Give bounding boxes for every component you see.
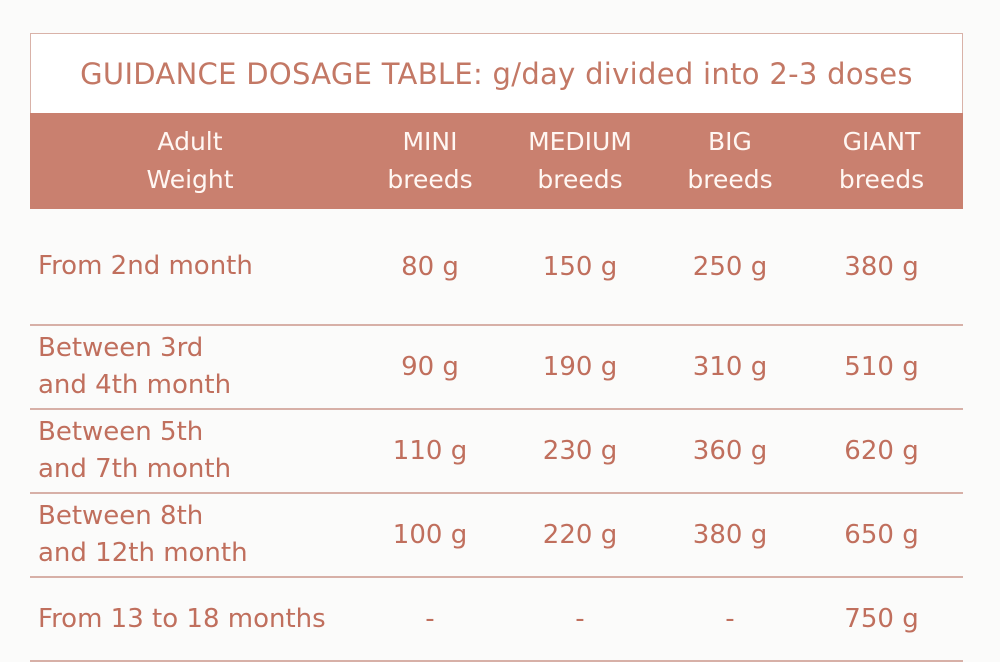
header-mini-breeds-label: MINI breeds <box>387 127 473 194</box>
table-header-row: Adult Weight MINI breeds MEDIUM breeds B… <box>30 113 963 209</box>
medium-value: - <box>575 604 585 634</box>
giant-value: 750 g <box>844 604 919 634</box>
giant-value: 620 g <box>844 436 919 466</box>
giant-value: 510 g <box>844 352 919 382</box>
header-giant-breeds: GIANT breeds <box>800 113 963 209</box>
header-adult-weight-label: Adult Weight <box>146 127 234 194</box>
header-medium-breeds: MEDIUM breeds <box>500 113 660 209</box>
row-label: Between 8th and 12th month <box>38 501 248 568</box>
mini-value: - <box>425 604 435 634</box>
header-mini-breeds: MINI breeds <box>360 113 500 209</box>
mini-value: 110 g <box>392 436 468 466</box>
table-title: GUIDANCE DOSAGE TABLE: g/day divided int… <box>30 33 963 114</box>
big-value: 250 g <box>692 251 768 282</box>
header-medium-breeds-label: MEDIUM breeds <box>528 127 632 194</box>
medium-value: 230 g <box>542 436 618 466</box>
mini-value: 90 g <box>401 352 459 382</box>
row-label: From 2nd month <box>38 251 253 281</box>
medium-value: 190 g <box>542 352 618 382</box>
medium-value: 220 g <box>542 520 618 550</box>
table-row: From 13 to 18 months - - - 750 g <box>30 578 963 662</box>
row-label: Between 5th and 7th month <box>38 417 232 484</box>
mini-value: 100 g <box>392 520 468 550</box>
big-value: - <box>725 604 735 634</box>
row-label: From 13 to 18 months <box>38 603 326 634</box>
big-value: 380 g <box>692 520 768 550</box>
header-big-breeds-label: BIG breeds <box>687 127 773 194</box>
big-value: 310 g <box>692 352 768 382</box>
big-value: 360 g <box>692 436 768 466</box>
table-row: From 2nd month 80 g 150 g 250 g 380 g <box>30 209 963 326</box>
table-row: Between 8th and 12th month 100 g 220 g 3… <box>30 494 963 578</box>
header-giant-breeds-label: GIANT breeds <box>838 127 925 194</box>
table-row: Between 3rd and 4th month 90 g 190 g 310… <box>30 326 963 410</box>
giant-value: 650 g <box>844 520 919 550</box>
dosage-table: GUIDANCE DOSAGE TABLE: g/day divided int… <box>30 33 963 662</box>
medium-value: 150 g <box>542 251 618 282</box>
giant-value: 380 g <box>844 251 919 282</box>
row-label: Between 3rd and 4th month <box>38 333 232 400</box>
header-big-breeds: BIG breeds <box>660 113 800 209</box>
mini-value: 80 g <box>401 251 459 282</box>
table-row: Between 5th and 7th month 110 g 230 g 36… <box>30 410 963 494</box>
header-adult-weight: Adult Weight <box>120 113 260 209</box>
